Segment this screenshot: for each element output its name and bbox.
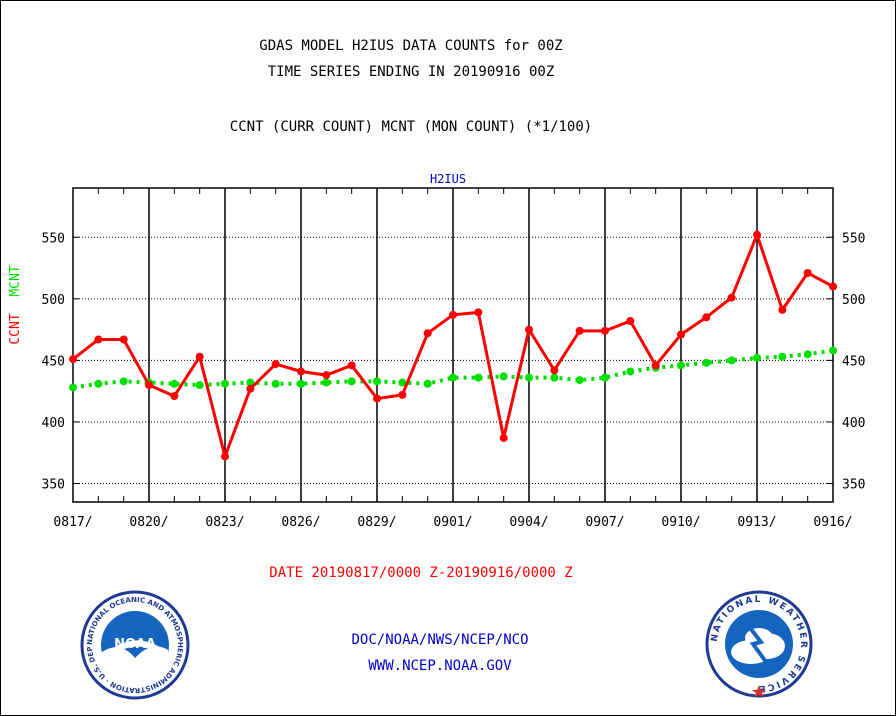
data-point-ccnt (803, 268, 812, 277)
data-point-mcnt (575, 376, 584, 385)
y-tick-label-left: 500 (42, 293, 65, 308)
data-point-ccnt (601, 326, 609, 335)
x-axis-date-range: DATE 20190817/0000 Z-20190916/0000 Z (269, 565, 573, 581)
data-point-ccnt (119, 335, 128, 344)
data-point-ccnt (423, 329, 432, 338)
data-point-mcnt (398, 378, 407, 387)
x-tick-label: 0829/ (357, 515, 396, 530)
data-point-ccnt (753, 230, 761, 239)
data-point-ccnt (221, 452, 229, 461)
data-point-ccnt (398, 390, 407, 399)
footer-url[interactable]: WWW.NCEP.NOAA.GOV (368, 658, 512, 674)
data-point-ccnt (727, 293, 736, 302)
data-point-ccnt (525, 325, 533, 334)
data-point-mcnt (601, 373, 609, 382)
data-point-ccnt (271, 360, 280, 369)
data-point-ccnt (297, 367, 305, 376)
data-point-mcnt (550, 373, 559, 382)
x-tick-label: 0826/ (281, 515, 320, 530)
data-point-mcnt (423, 379, 432, 388)
plot-area-border (72, 187, 834, 503)
chart-title-line1: GDAS MODEL H2IUS DATA COUNTS for 00Z (259, 38, 563, 54)
data-point-ccnt (322, 371, 331, 380)
x-tick-label: 0907/ (585, 515, 624, 530)
data-point-mcnt (803, 350, 812, 359)
chart-title-line2: TIME SERIES ENDING IN 20190916 00Z (267, 64, 555, 80)
data-point-ccnt (677, 330, 685, 339)
data-point-ccnt (347, 361, 356, 370)
data-point-mcnt (373, 377, 381, 386)
data-point-ccnt (829, 282, 837, 291)
data-point-mcnt (677, 361, 685, 370)
data-point-mcnt (525, 373, 533, 382)
data-point-ccnt (94, 335, 103, 344)
data-point-mcnt (626, 367, 635, 376)
y-axis-label-mcnt: MCNT (8, 265, 23, 296)
x-tick-label: 0904/ (509, 515, 548, 530)
nws-logo: NATIONAL WEATHER SERVICE (705, 590, 813, 698)
data-point-mcnt (322, 378, 331, 387)
data-point-mcnt (702, 358, 711, 367)
data-point-ccnt (195, 352, 204, 361)
x-tick-label: 0823/ (205, 515, 244, 530)
data-point-mcnt (347, 377, 356, 386)
data-point-ccnt (69, 355, 77, 364)
y-tick-label-left: 400 (42, 416, 65, 431)
data-point-mcnt (195, 381, 204, 390)
data-point-ccnt (626, 316, 635, 325)
x-tick-label: 0910/ (661, 515, 700, 530)
chart-subtitle: CCNT (CURR COUNT) MCNT (MON COUNT) (*1/1… (229, 119, 593, 135)
data-point-ccnt (575, 326, 584, 335)
data-point-ccnt (246, 384, 255, 393)
x-tick-label: 0901/ (433, 515, 472, 530)
y-tick-label-left: 450 (42, 354, 65, 369)
data-point-mcnt (119, 377, 128, 386)
x-tick-label: 0817/ (53, 515, 92, 530)
data-point-mcnt (753, 353, 761, 362)
y-tick-label-right: 450 (842, 354, 865, 369)
data-point-mcnt (94, 379, 103, 388)
data-point-mcnt (449, 373, 457, 382)
y-tick-label-right: 350 (842, 478, 865, 493)
data-point-ccnt (778, 305, 787, 314)
y-tick-label-right: 400 (842, 416, 865, 431)
y-tick-label-left: 550 (42, 231, 65, 246)
x-tick-label: 0916/ (813, 515, 852, 530)
plot-title: H2IUS (430, 172, 466, 186)
data-point-mcnt (778, 352, 787, 361)
data-point-ccnt (651, 361, 660, 370)
data-point-ccnt (170, 392, 179, 401)
data-point-ccnt (499, 433, 508, 442)
data-point-ccnt (474, 308, 483, 317)
data-point-mcnt (727, 356, 736, 365)
data-point-mcnt (170, 379, 179, 388)
data-point-mcnt (246, 378, 255, 387)
data-point-ccnt (373, 394, 381, 403)
y-axis-label-ccnt: CCNT (8, 313, 23, 344)
svg-text:NOAA: NOAA (114, 637, 156, 652)
y-tick-label-right: 500 (842, 293, 865, 308)
data-point-mcnt (69, 383, 77, 392)
data-point-mcnt (297, 379, 305, 388)
data-point-mcnt (499, 372, 508, 381)
data-point-mcnt (221, 379, 229, 388)
data-point-ccnt (550, 366, 559, 375)
data-point-ccnt (449, 310, 457, 319)
data-point-ccnt (702, 313, 711, 322)
footer-org: DOC/NOAA/NWS/NCEP/NCO (351, 632, 529, 648)
data-point-mcnt (829, 346, 837, 355)
noaa-logo: NATIONAL OCEANIC AND ATMOSPHERIC ADMINIS… (80, 590, 190, 700)
data-point-mcnt (474, 373, 483, 382)
data-point-ccnt (145, 381, 153, 390)
y-tick-label-left: 350 (42, 478, 65, 493)
data-point-mcnt (271, 379, 280, 388)
y-tick-label-right: 550 (842, 231, 865, 246)
x-tick-label: 0913/ (737, 515, 776, 530)
x-tick-label: 0820/ (129, 515, 168, 530)
